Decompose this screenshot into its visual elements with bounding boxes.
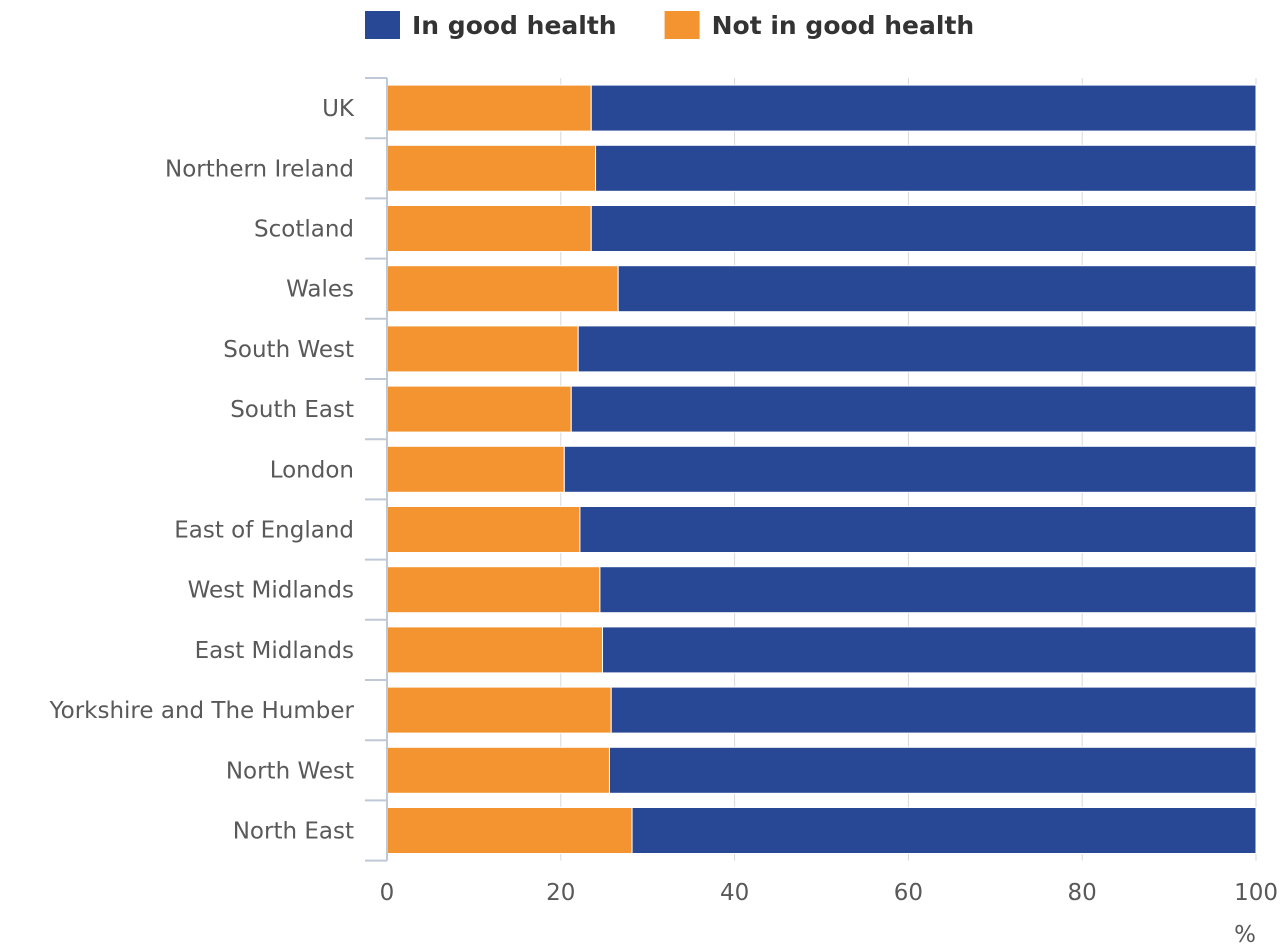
bars xyxy=(386,84,1257,854)
bar-in-good-health xyxy=(608,746,1257,794)
bar-not-in-good-health xyxy=(386,265,619,313)
bar-not-in-good-health xyxy=(386,84,592,132)
bar-not-in-good-health xyxy=(386,807,633,854)
bar-not-in-good-health xyxy=(386,205,592,252)
category-label: Northern Ireland xyxy=(165,156,354,182)
axes xyxy=(365,77,388,862)
category-label: Yorkshire and The Humber xyxy=(49,698,355,724)
category-label: London xyxy=(270,457,354,483)
x-tick-label: 0 xyxy=(380,880,395,906)
bar-not-in-good-health xyxy=(386,325,579,373)
legend-item: In good health xyxy=(365,11,617,40)
bar-in-good-health xyxy=(563,445,1257,493)
bar-not-in-good-health xyxy=(386,385,572,433)
category-label: UK xyxy=(322,96,355,122)
category-labels: UK Northern Ireland Scotland Wales South Wes… xyxy=(49,96,355,844)
category-label: East of England xyxy=(174,518,354,544)
bar-not-in-good-health xyxy=(386,746,610,794)
category-label: North East xyxy=(233,819,354,845)
bar-in-good-health xyxy=(577,325,1257,373)
bar-in-good-health xyxy=(602,626,1257,674)
legend-item: Not in good health xyxy=(664,11,975,40)
bar-not-in-good-health xyxy=(386,144,597,192)
category-label: Scotland xyxy=(254,217,354,243)
bar-not-in-good-health xyxy=(386,626,604,674)
legend-label: In good health xyxy=(412,11,617,40)
x-unit-label: % xyxy=(1234,922,1256,944)
bar-in-good-health xyxy=(631,807,1257,854)
legend-swatch xyxy=(664,11,700,39)
bar-not-in-good-health xyxy=(386,686,612,734)
x-tick-label: 40 xyxy=(720,880,749,906)
bar-in-good-health xyxy=(579,506,1257,553)
legend: In good health Not in good health xyxy=(365,11,974,40)
bar-in-good-health xyxy=(570,385,1257,433)
x-tick-label: 60 xyxy=(894,880,923,906)
category-label: South East xyxy=(230,397,354,423)
category-label: West Midlands xyxy=(188,578,354,604)
x-tick-label: 20 xyxy=(546,880,575,906)
category-label: Wales xyxy=(286,277,354,303)
bar-in-good-health xyxy=(590,205,1257,252)
x-tick-label: 80 xyxy=(1068,880,1097,906)
bar-in-good-health xyxy=(595,144,1257,192)
category-label: North West xyxy=(226,758,354,784)
bar-in-good-health xyxy=(599,566,1257,614)
x-tick-label: 100 xyxy=(1234,880,1278,906)
category-label: East Midlands xyxy=(195,638,354,664)
category-label: South West xyxy=(223,337,354,363)
bar-not-in-good-health xyxy=(386,445,565,493)
legend-label: Not in good health xyxy=(712,11,975,40)
bar-in-good-health xyxy=(590,84,1257,132)
legend-swatch xyxy=(365,11,400,39)
tick-labels: 0 20 40 60 80 100 xyxy=(380,880,1278,906)
bar-in-good-health xyxy=(610,686,1257,734)
bar-not-in-good-health xyxy=(386,506,581,553)
bar-not-in-good-health xyxy=(386,566,601,614)
bar-in-good-health xyxy=(617,265,1257,313)
